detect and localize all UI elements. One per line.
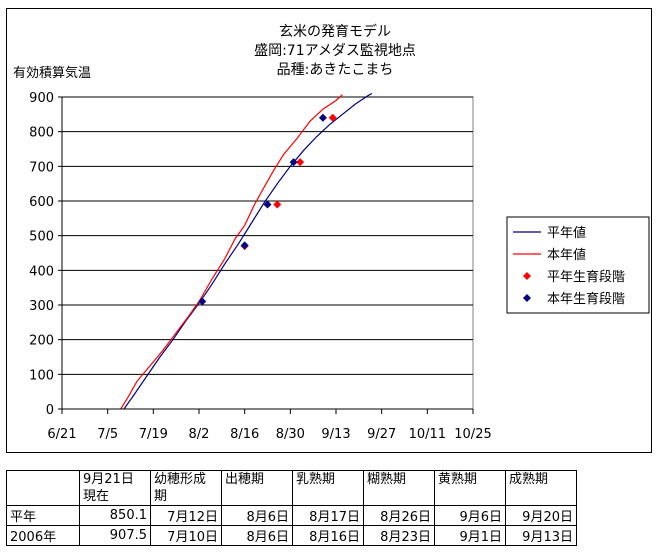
table-header-cell: 出穂期 bbox=[221, 470, 293, 506]
table-cell: 7月12日 bbox=[150, 505, 222, 526]
table-cell: 9月20日 bbox=[505, 505, 577, 526]
data-point bbox=[289, 158, 298, 167]
data-point bbox=[273, 200, 282, 209]
table-cell: 7月10日 bbox=[150, 525, 222, 546]
data-point bbox=[240, 241, 249, 250]
table-cell: 9月13日 bbox=[505, 525, 577, 546]
x-tick-label: 10/25 bbox=[454, 427, 491, 442]
table-cell: 850.1 bbox=[79, 505, 151, 526]
chart-svg: 0 100 200 300 400 500 600 700 800 900 6/21 7/5 7/19 8… bbox=[13, 23, 650, 442]
table-cell: 2006年 bbox=[6, 525, 80, 546]
y-tick-label: 800 bbox=[29, 126, 54, 141]
table-cell: 907.5 bbox=[79, 525, 151, 546]
series-line bbox=[123, 92, 373, 409]
data-point bbox=[198, 297, 207, 306]
data-point bbox=[263, 200, 272, 209]
table-cell: 8月26日 bbox=[363, 505, 435, 526]
axis-layer: 0 100 200 300 400 500 600 700 800 900 6/21 7/5 7/19 8… bbox=[13, 65, 492, 442]
x-tick-label: 7/5 bbox=[97, 427, 118, 442]
y-tick-label: 500 bbox=[29, 230, 54, 245]
chart-title-line: 盛岡:71アメダス監視地点 bbox=[254, 42, 416, 59]
legend-swatch bbox=[523, 294, 531, 302]
y-tick-label: 200 bbox=[29, 334, 54, 349]
legend-label: 本年値 bbox=[547, 247, 586, 263]
x-tick-label: 9/27 bbox=[367, 427, 396, 442]
plot-area bbox=[61, 96, 474, 410]
legend-label: 平年値 bbox=[547, 225, 586, 241]
legend-label: 本年生育段階 bbox=[547, 291, 625, 307]
table-header-cell: 幼穂形成 期 bbox=[150, 470, 222, 506]
table-cell: 8月6日 bbox=[221, 505, 293, 526]
table-cell: 8月17日 bbox=[292, 505, 364, 526]
x-tick-label: 9/13 bbox=[321, 427, 350, 442]
table-cell: 平年 bbox=[6, 505, 80, 526]
header-line: 9月21日 bbox=[83, 472, 134, 487]
series-line bbox=[120, 94, 343, 409]
x-tick-label: 8/30 bbox=[276, 427, 305, 442]
x-tick-label: 8/16 bbox=[230, 427, 259, 442]
table-cell: 8月23日 bbox=[363, 525, 435, 546]
chart-title-line: 品種:あきたこまち bbox=[277, 62, 394, 78]
y-tick-label: 900 bbox=[29, 91, 54, 106]
legend-swatch bbox=[523, 272, 531, 280]
y-axis-label: 有効積算気温 bbox=[13, 65, 91, 81]
table-cell: 9月6日 bbox=[434, 505, 506, 526]
x-tick-label: 8/2 bbox=[189, 427, 210, 442]
x-tick-label: 10/11 bbox=[409, 427, 446, 442]
data-point bbox=[328, 113, 337, 122]
header-line: 現在 bbox=[83, 489, 110, 504]
plot-background bbox=[61, 96, 474, 410]
y-tick-label: 600 bbox=[29, 195, 54, 210]
legend-label: 平年生育段階 bbox=[547, 269, 625, 285]
table-header-cell: 黄熟期 bbox=[434, 470, 506, 506]
table-header-cell: 乳熟期 bbox=[292, 470, 364, 506]
growth-stage-table: 9月21日 現在 幼穂形成 期 出穂期 乳熟期 糊熟期 黄熟期 成熟期 平年 8… bbox=[6, 470, 577, 546]
data-point bbox=[318, 113, 327, 122]
chart-title-line: 玄米の発育モデル bbox=[279, 23, 391, 40]
table-row: 平年 850.1 7月12日 8月6日 8月17日 8月26日 9月6日 9月2… bbox=[6, 505, 577, 526]
table-cell: 9月1日 bbox=[434, 525, 506, 546]
y-tick-label: 400 bbox=[29, 264, 54, 279]
table-row: 2006年 907.5 7月10日 8月6日 8月16日 8月23日 9月1日 … bbox=[6, 525, 577, 546]
table-header-cell: 成熟期 bbox=[505, 470, 577, 506]
x-tick-label: 6/21 bbox=[47, 427, 76, 442]
y-tick-label: 100 bbox=[29, 368, 54, 383]
header-line: 幼穂形成 bbox=[154, 472, 207, 487]
table-cell: 8月6日 bbox=[221, 525, 293, 546]
table-header-row: 9月21日 現在 幼穂形成 期 出穂期 乳熟期 糊熟期 黄熟期 成熟期 bbox=[6, 470, 577, 506]
table-header-cell bbox=[6, 470, 80, 506]
legend-box bbox=[506, 216, 650, 314]
y-tick-label: 700 bbox=[29, 160, 54, 175]
y-tick-label: 0 bbox=[46, 403, 54, 418]
x-tick-label: 7/19 bbox=[139, 427, 168, 442]
data-point bbox=[296, 158, 305, 167]
chart-frame: 0 100 200 300 400 500 600 700 800 900 6/21 7/5 7/19 8… bbox=[6, 8, 652, 453]
table-cell: 8月16日 bbox=[292, 525, 364, 546]
table-header-cell: 9月21日 現在 bbox=[79, 470, 151, 506]
table-header-cell: 糊熟期 bbox=[363, 470, 435, 506]
header-line: 期 bbox=[154, 489, 168, 504]
y-tick-label: 300 bbox=[29, 299, 54, 314]
series-layer bbox=[120, 92, 373, 409]
